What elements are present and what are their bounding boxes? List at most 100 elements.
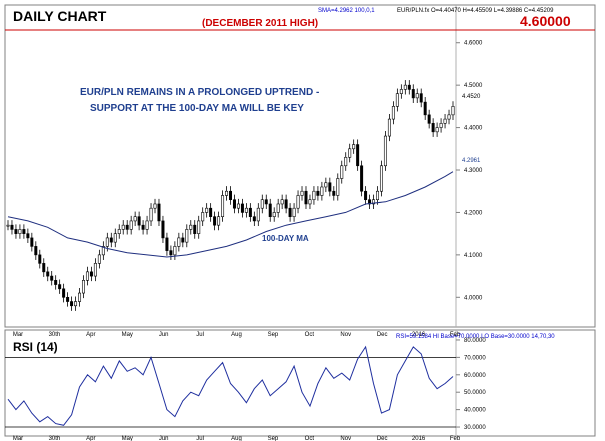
ma-line [7,171,454,258]
candle-body [105,237,109,247]
candle-body [248,207,252,217]
december-high-value: 4.60000 [520,13,571,29]
candle-body [423,101,427,116]
price-y-tick-label: 4.6000 [464,41,483,47]
candle-body [209,207,213,217]
candle-body [379,165,383,192]
candle-body [30,237,34,247]
candle-body [260,199,264,209]
rsi-x-tick-label: Jun [159,436,169,441]
candle-body [14,229,18,234]
rsi-x-tick-label: Feb [450,436,461,441]
candle-body [185,229,189,243]
candle-body [165,237,169,251]
candle-body [387,118,391,137]
rsi-panel-frame [4,329,596,437]
candle-body [395,93,399,107]
candle-body [332,190,336,196]
rsi-y-tick-label: 50.0000 [464,390,486,396]
candle-body [46,271,50,277]
candle-body [328,182,332,192]
candle-body [403,84,407,90]
candle-body [81,280,85,294]
candle-body [153,203,157,209]
candle-body [348,148,352,158]
candle-body [89,271,93,277]
rsi-x-tick-label: 2016 [412,436,426,441]
candle-body [236,203,240,209]
rsi-x-tick-label: Mar [13,436,23,441]
december-high-label: (DECEMBER 2011 HIGH) [202,18,318,29]
candle-body [149,207,153,222]
rsi-x-tick-label: Nov [340,436,351,441]
candle-body [344,156,348,167]
price-x-tick-label: 2016 [412,332,426,338]
candle-body [264,199,268,205]
x-axis-labels: Mar Mar 30th 30th Apr Apr May May Jun Jun Jul Jul Au… [13,332,461,441]
candle-body [407,84,411,90]
candle-body [447,114,451,120]
candle-body [109,237,113,243]
candle-body [399,89,403,94]
candle-body [74,301,78,307]
candle-body [50,275,54,281]
price-x-tick-label: Nov [340,332,351,338]
candle-body [18,229,22,234]
candle-body [42,263,46,273]
price-chart-title: DAILY CHART [13,8,107,24]
candle-body [101,246,105,256]
candle-body [229,190,233,201]
rsi-y-tick-label: 70.0000 [464,355,486,361]
chart-frames [4,4,596,437]
candle-body [439,123,443,128]
price-y-tick-label: 4.3000 [464,168,483,174]
candle-body [376,190,380,201]
candle-body [372,199,376,205]
candle-body [54,280,58,285]
price-x-tick-label: Apr [86,332,95,338]
candle-body [157,203,161,222]
candle-body [177,237,181,247]
candle-body [451,106,455,116]
candle-body [320,186,324,196]
price-panel-frame [4,4,596,328]
candle-body [252,216,256,222]
price-x-tick-label: May [122,332,133,338]
price-y-ticks: 4.6000 4.5000 4.4000 4.3000 4.2000 4.1000 4.00… [456,41,483,301]
candle-body [304,190,308,205]
price-y-tick-label: 4.5000 [464,83,483,89]
candle-body [125,224,129,230]
price-series [6,80,455,311]
candle-body [272,212,276,217]
candle-body [58,284,62,290]
candle-body [300,190,304,196]
candle-body [240,203,244,213]
candle-body [189,224,193,230]
candle-body [225,190,229,196]
candle-body [117,229,121,234]
rsi-x-tick-label: Sep [268,436,279,441]
candle-body [173,246,177,256]
price-y-tick-label: 4.4000 [464,126,483,132]
price-y-tick-label: 4.0000 [464,295,483,301]
rsi-title: RSI (14) [13,340,58,354]
price-x-tick-label: Jul [196,332,204,338]
candle-body [193,224,197,234]
candle-body [213,216,217,226]
current-price-tag: 4.4520 [462,94,481,100]
price-x-tick-label: Dec [377,332,388,338]
price-x-tick-label: Jun [159,332,169,338]
candle-body [6,224,10,227]
candle-body [352,144,356,150]
candle-body [268,203,272,217]
candle-body [10,224,14,230]
rsi-x-tick-label: Jul [196,436,204,441]
candle-body [113,233,117,243]
candle-body [435,127,439,133]
rsi-readout: RSI=59.1584 HI Base=70.0000 LO Base=30.0… [396,334,555,340]
candle-body [324,182,328,188]
candle-body [34,246,38,256]
candle-body [411,89,415,99]
candle-body [356,144,360,167]
